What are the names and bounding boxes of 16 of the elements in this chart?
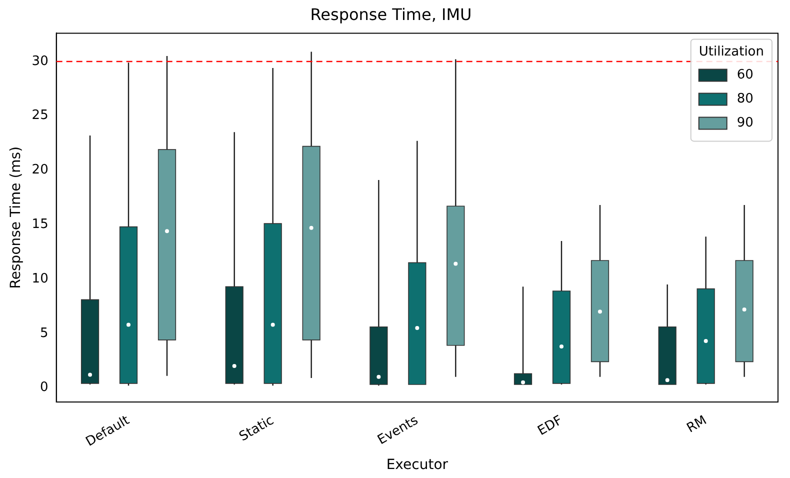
y-tick-label: 15 xyxy=(32,217,48,232)
y-tick-label: 10 xyxy=(32,271,48,286)
legend-title: Utilization xyxy=(698,44,764,60)
x-tick-label: EDF xyxy=(535,413,566,439)
legend-label: 80 xyxy=(736,92,754,107)
x-axis-title: Executor xyxy=(386,457,448,474)
legend-label: 60 xyxy=(736,68,754,83)
y-tick-label: 20 xyxy=(32,162,48,178)
y-tick-label: 5 xyxy=(40,326,48,341)
x-tick-label: RM xyxy=(684,413,710,436)
y-tick-label: 25 xyxy=(32,108,48,124)
y-tick-label: 0 xyxy=(40,380,48,396)
y-axis-title: Response Time (ms) xyxy=(8,146,24,289)
chart-title: Response Time, IMU xyxy=(310,4,472,24)
y-tick-label: 30 xyxy=(32,54,48,69)
legend-label: 90 xyxy=(736,116,754,131)
